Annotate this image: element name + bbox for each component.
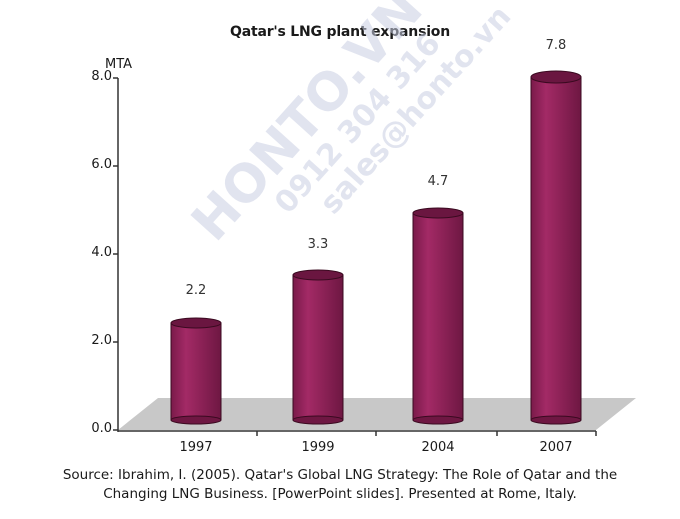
y-tick-label: 0.0	[91, 421, 112, 436]
x-tick-label: 1999	[301, 440, 335, 455]
x-tick-label: 1997	[179, 440, 213, 455]
y-tick-label: 2.0	[91, 333, 112, 348]
bar-2007	[530, 70, 582, 425]
x-tick-label: 2007	[539, 440, 573, 455]
bar-value-label: 7.8	[545, 38, 567, 53]
chart-floor	[118, 398, 636, 430]
bar-2004	[412, 207, 464, 425]
source-note: Source: Ibrahim, I. (2005). Qatar's Glob…	[0, 466, 680, 504]
x-tick-label: 2004	[421, 440, 455, 455]
y-tick-label: 4.0	[91, 245, 112, 260]
y-tick-label: 6.0	[91, 157, 112, 172]
bar-1999	[292, 269, 344, 425]
source-line: Changing LNG Business. [PowerPoint slide…	[103, 486, 577, 502]
bar-value-label: 4.7	[427, 174, 449, 189]
bar-value-label: 2.2	[185, 283, 207, 298]
chart-title: Qatar's LNG plant expansion	[230, 24, 450, 40]
bar-1997	[170, 317, 222, 425]
y-tick-label: 8.0	[91, 69, 112, 84]
source-line: Source: Ibrahim, I. (2005). Qatar's Glob…	[62, 467, 618, 483]
bar-value-label: 3.3	[307, 237, 329, 252]
y-axis-label: MTA	[105, 57, 133, 72]
